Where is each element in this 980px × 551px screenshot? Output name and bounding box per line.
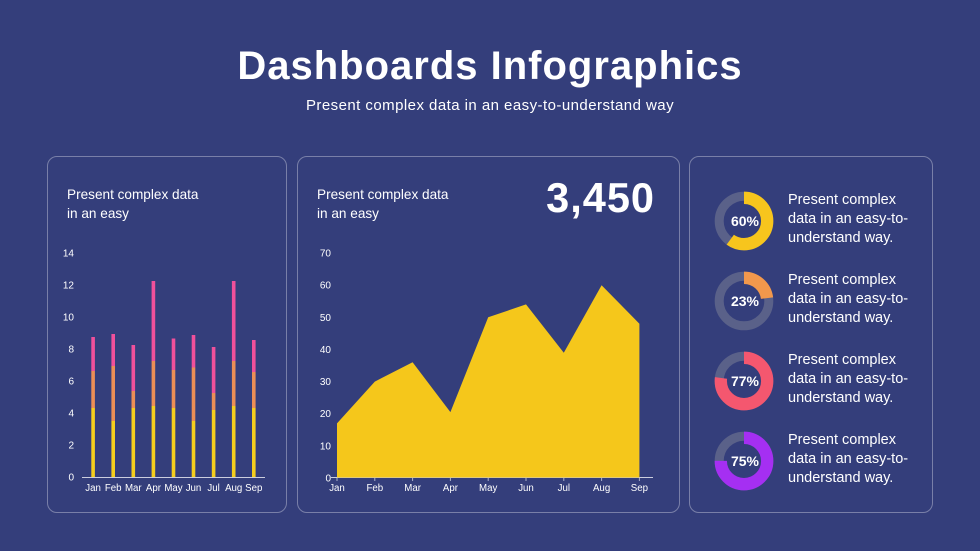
svg-text:Jun: Jun [518,483,534,494]
svg-text:Aug: Aug [225,483,242,494]
svg-text:Aug: Aug [593,483,610,494]
svg-text:0: 0 [68,473,74,484]
svg-text:2: 2 [68,441,74,452]
svg-text:Mar: Mar [404,483,421,494]
svg-text:10: 10 [63,313,75,324]
svg-text:Apr: Apr [443,483,459,494]
svg-text:60: 60 [320,281,332,292]
svg-text:40: 40 [320,345,332,356]
svg-text:4: 4 [68,409,74,420]
svg-text:Feb: Feb [366,483,383,494]
svg-text:Jul: Jul [558,483,570,494]
svg-text:10: 10 [320,441,332,452]
svg-text:Jun: Jun [186,483,202,494]
svg-text:0: 0 [325,474,331,485]
svg-text:50: 50 [320,313,332,324]
svg-text:Sep: Sep [245,483,262,494]
svg-text:May: May [164,483,182,494]
svg-text:Feb: Feb [105,483,122,494]
svg-text:Jan: Jan [329,483,345,494]
svg-text:14: 14 [63,249,75,260]
svg-text:Sep: Sep [631,483,648,494]
svg-text:May: May [479,483,497,494]
svg-text:12: 12 [63,281,75,292]
svg-text:8: 8 [68,345,74,356]
svg-text:Mar: Mar [125,483,142,494]
svg-text:30: 30 [320,377,332,388]
svg-text:Jan: Jan [85,483,101,494]
svg-text:6: 6 [68,377,74,388]
svg-text:70: 70 [320,249,332,260]
svg-text:Apr: Apr [146,483,162,494]
svg-text:20: 20 [320,409,332,420]
svg-text:Jul: Jul [207,483,219,494]
